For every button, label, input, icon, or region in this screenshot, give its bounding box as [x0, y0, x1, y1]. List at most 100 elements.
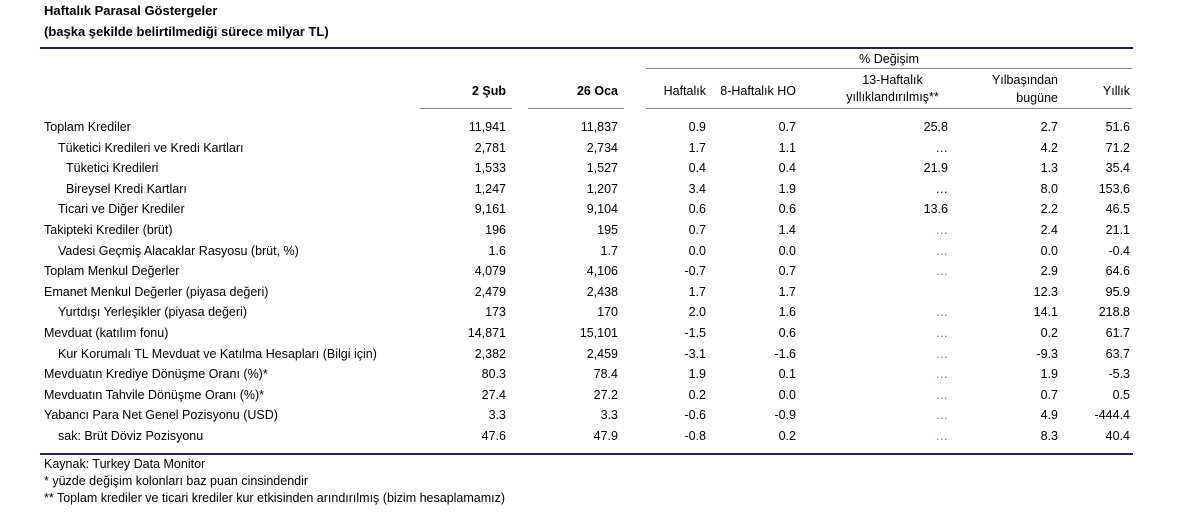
cell-feb2: 27.4	[481, 388, 506, 402]
cell-ytd: 8.3	[1040, 429, 1058, 443]
cell-feb2: 1,247	[474, 182, 506, 196]
cell-feb2: 196	[485, 223, 506, 237]
cell-ytd: 8.0	[1040, 182, 1058, 196]
cell-ytd: 4.9	[1040, 408, 1058, 422]
cell-ytd: -9.3	[1036, 347, 1058, 361]
row-label: Toplam Menkul Değerler	[44, 264, 180, 278]
cell-feb2: 9,161	[474, 202, 506, 216]
cell-jan26: 170	[597, 305, 618, 319]
row-label: Tüketici Kredileri ve Kredi Kartları	[58, 141, 244, 155]
cell-annual: -5.3	[1108, 367, 1130, 381]
row-label: Mevduatın Krediye Dönüşme Oranı (%)*	[44, 367, 268, 381]
cell-feb2: 14,871	[467, 326, 506, 340]
cell-8w: 0.7	[778, 120, 796, 134]
cell-weekly: 0.4	[688, 161, 706, 175]
table-top-rule	[40, 47, 1133, 49]
cell-8w: -1.6	[774, 347, 796, 361]
cell-jan26: 1,207	[586, 182, 618, 196]
cell-weekly: 0.0	[688, 244, 706, 258]
row-label: Emanet Menkul Değerler (piyasa değeri)	[44, 285, 269, 299]
cell-8w: 0.7	[778, 264, 796, 278]
cell-13w: …	[935, 244, 949, 258]
cell-jan26: 1.7	[600, 244, 618, 258]
cell-feb2: 2,479	[474, 285, 506, 299]
cell-jan26: 2,734	[586, 141, 618, 155]
cell-annual: -0.4	[1108, 244, 1130, 258]
col-header-ytd-line2: bugüne	[1016, 91, 1058, 105]
cell-annual: 0.5	[1112, 388, 1130, 402]
cell-feb2: 2,781	[474, 141, 506, 155]
cell-annual: 153.6	[1098, 182, 1130, 196]
col-header-13w-line1: 13-Haftalık	[862, 73, 923, 87]
cell-weekly: 1.9	[688, 367, 706, 381]
cell-8w: 1.4	[778, 223, 796, 237]
cell-weekly: 0.2	[688, 388, 706, 402]
table-bottom-rule	[40, 453, 1133, 455]
cell-jan26: 1,527	[586, 161, 618, 175]
cell-weekly: -0.6	[684, 408, 706, 422]
cell-feb2: 80.3	[481, 367, 506, 381]
cell-feb2: 1.6	[488, 244, 506, 258]
note-fx-adjusted: ** Toplam krediler ve ticari krediler ku…	[44, 491, 506, 505]
cell-ytd: 1.9	[1040, 367, 1058, 381]
col-header-13w-line2: yıllıklandırılmış**	[846, 90, 939, 104]
cell-ytd: 0.0	[1040, 244, 1058, 258]
row-label: Vadesi Geçmiş Alacaklar Rasyosu (brüt, %…	[58, 244, 299, 258]
col-header-annual: Yıllık	[1102, 84, 1130, 98]
pct-change-rule	[646, 68, 1132, 69]
cell-8w: 0.6	[778, 202, 796, 216]
cell-jan26: 3.3	[600, 408, 618, 422]
row-label: Bireysel Kredi Kartları	[66, 182, 187, 196]
cell-ytd: 2.2	[1040, 202, 1058, 216]
cell-8w: 0.6	[778, 326, 796, 340]
cell-weekly: -0.7	[684, 264, 706, 278]
col-rule-pct	[646, 108, 1132, 109]
cell-annual: 51.6	[1105, 120, 1130, 134]
col-rule-jan26	[528, 108, 624, 109]
cell-13w: …	[935, 264, 949, 278]
cell-8w: 1.1	[778, 141, 796, 155]
cell-jan26: 2,459	[586, 347, 618, 361]
col-header-8w: 8-Haftalık HO	[720, 84, 796, 98]
cell-13w: …	[935, 305, 949, 319]
cell-8w: 1.7	[778, 285, 796, 299]
row-label: Yabancı Para Net Genel Pozisyonu (USD)	[44, 408, 278, 422]
note-bps: * yüzde değişim kolonları baz puan cinsi…	[44, 474, 309, 488]
cell-weekly: 0.9	[688, 120, 706, 134]
cell-annual: 35.4	[1105, 161, 1130, 175]
cell-13w: …	[935, 429, 949, 443]
cell-annual: 63.7	[1105, 347, 1130, 361]
cell-8w: -0.9	[774, 408, 796, 422]
row-label: Toplam Krediler	[44, 120, 131, 134]
cell-annual: 71.2	[1105, 141, 1130, 155]
cell-jan26: 4,106	[586, 264, 618, 278]
cell-weekly: 0.7	[688, 223, 706, 237]
cell-13w: …	[935, 223, 949, 237]
cell-ytd: 0.7	[1040, 388, 1058, 402]
cell-weekly: -1.5	[684, 326, 706, 340]
cell-feb2: 3.3	[488, 408, 506, 422]
cell-weekly: -3.1	[684, 347, 706, 361]
cell-jan26: 78.4	[593, 367, 618, 381]
cell-weekly: 1.7	[688, 285, 706, 299]
row-label: Tüketici Kredileri	[66, 161, 159, 175]
cell-annual: 40.4	[1105, 429, 1130, 443]
cell-annual: 64.6	[1105, 264, 1130, 278]
row-label: Takipteki Krediler (brüt)	[44, 223, 173, 237]
row-label: Yurtdışı Yerleşikler (piyasa değeri)	[58, 305, 247, 319]
page-title: Haftalık Parasal Göstergeler	[44, 3, 218, 18]
cell-jan26: 11,837	[580, 120, 618, 134]
cell-annual: 46.5	[1105, 202, 1130, 216]
row-label: sak: Brüt Döviz Pozisyonu	[58, 429, 204, 443]
cell-weekly: 1.7	[688, 141, 706, 155]
col-rule-feb2	[420, 108, 512, 109]
cell-annual: 95.9	[1105, 285, 1130, 299]
cell-13w: 13.6	[923, 202, 948, 216]
cell-weekly: 3.4	[688, 182, 706, 196]
cell-8w: 0.0	[778, 244, 796, 258]
cell-13w: …	[935, 182, 949, 196]
cell-annual: 61.7	[1105, 326, 1130, 340]
cell-weekly: -0.8	[684, 429, 706, 443]
row-label: Mevduat (katılım fonu)	[44, 326, 169, 340]
cell-jan26: 2,438	[586, 285, 618, 299]
